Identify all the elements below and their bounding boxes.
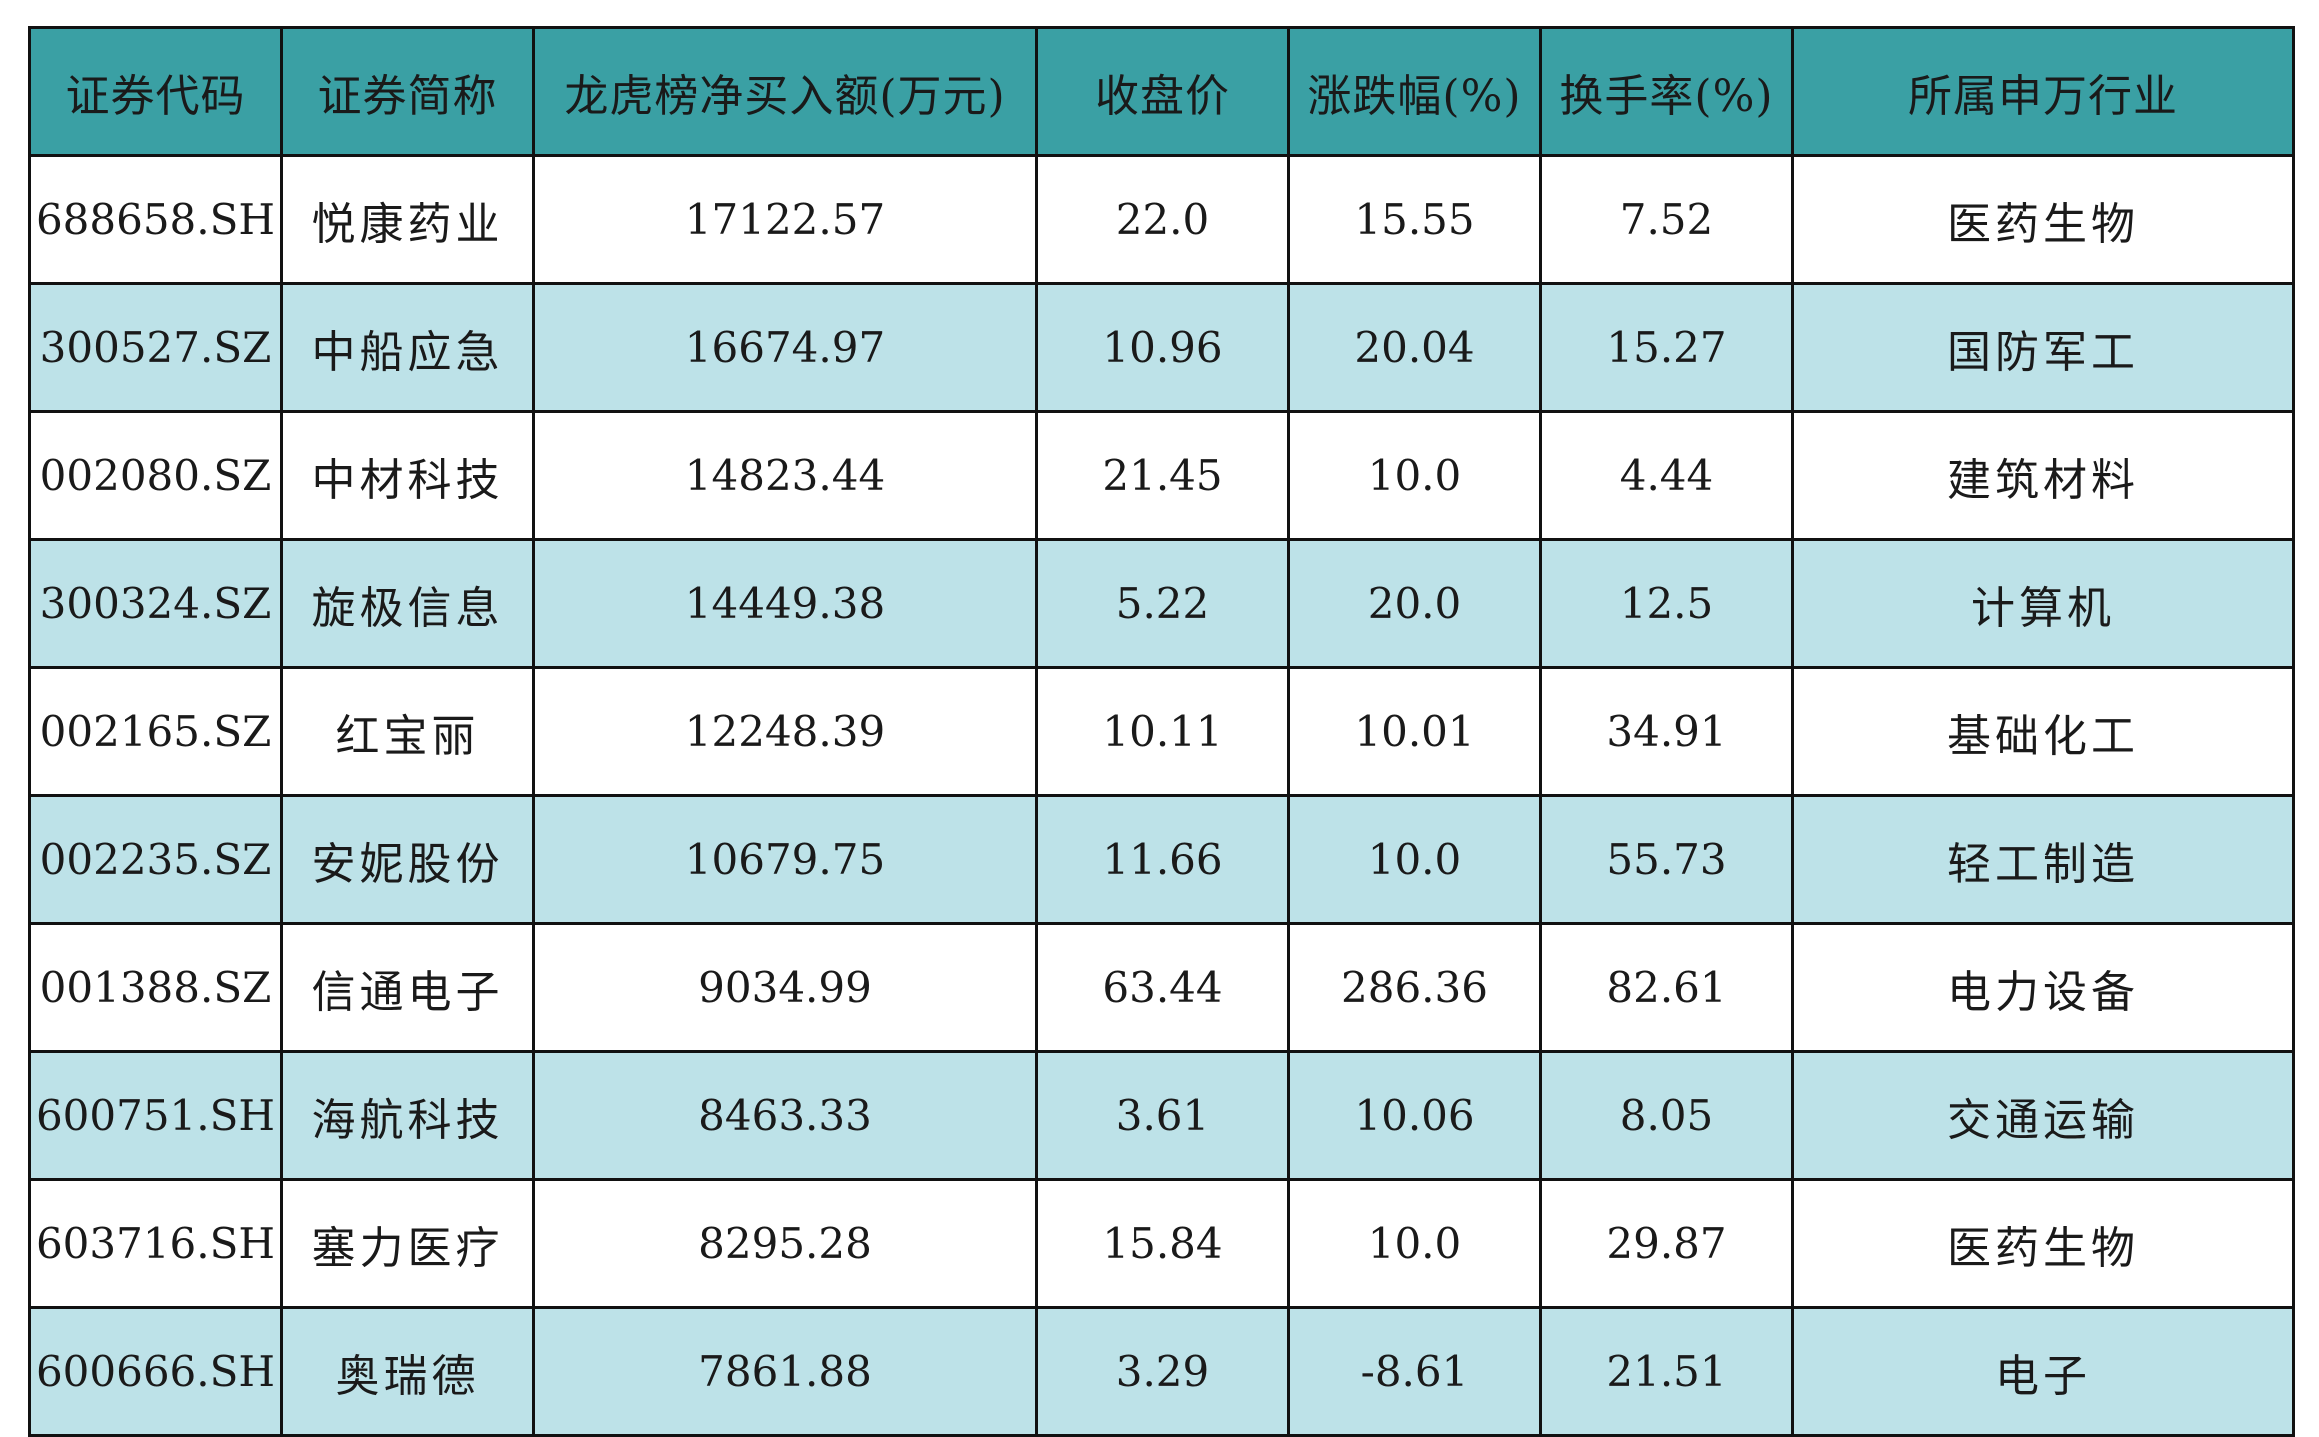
cell-industry: 国防军工	[1791, 282, 2295, 413]
cell-turnover-rate: 55.73	[1539, 794, 1794, 925]
header-industry: 所属申万行业	[1791, 26, 2295, 157]
table-row: 600751.SH 海航科技 8463.33 3.61 10.06 8.05 交…	[28, 1050, 2295, 1181]
header-security-code: 证券代码	[28, 26, 283, 157]
cell-net-buy-amount: 9034.99	[532, 922, 1038, 1053]
cell-turnover-rate: 34.91	[1539, 666, 1794, 797]
cell-change-pct: 286.36	[1287, 922, 1542, 1053]
cell-change-pct: 10.0	[1287, 1178, 1542, 1309]
cell-turnover-rate: 21.51	[1539, 1306, 1794, 1437]
cell-change-pct: 10.06	[1287, 1050, 1542, 1181]
cell-net-buy-amount: 10679.75	[532, 794, 1038, 925]
cell-turnover-rate: 82.61	[1539, 922, 1794, 1053]
cell-change-pct: 20.04	[1287, 282, 1542, 413]
cell-security-code: 002235.SZ	[28, 794, 283, 925]
cell-security-code: 002080.SZ	[28, 410, 283, 541]
cell-security-code: 002165.SZ	[28, 666, 283, 797]
table-row: 603716.SH 塞力医疗 8295.28 15.84 10.0 29.87 …	[28, 1178, 2295, 1309]
cell-close-price: 3.29	[1035, 1306, 1290, 1437]
table-row: 001388.SZ 信通电子 9034.99 63.44 286.36 82.6…	[28, 922, 2295, 1053]
cell-security-code: 300527.SZ	[28, 282, 283, 413]
header-security-name: 证券简称	[280, 26, 535, 157]
cell-close-price: 22.0	[1035, 154, 1290, 285]
cell-industry: 电力设备	[1791, 922, 2295, 1053]
table-row: 002165.SZ 红宝丽 12248.39 10.11 10.01 34.91…	[28, 666, 2295, 797]
cell-change-pct: -8.61	[1287, 1306, 1542, 1437]
cell-industry: 交通运输	[1791, 1050, 2295, 1181]
cell-industry: 电子	[1791, 1306, 2295, 1437]
cell-close-price: 63.44	[1035, 922, 1290, 1053]
header-turnover-rate: 换手率(%)	[1539, 26, 1794, 157]
cell-security-name: 中船应急	[280, 282, 535, 413]
cell-net-buy-amount: 14449.38	[532, 538, 1038, 669]
table-row: 002235.SZ 安妮股份 10679.75 11.66 10.0 55.73…	[28, 794, 2295, 925]
cell-security-name: 中材科技	[280, 410, 535, 541]
cell-change-pct: 10.0	[1287, 410, 1542, 541]
cell-close-price: 10.11	[1035, 666, 1290, 797]
table-row: 002080.SZ 中材科技 14823.44 21.45 10.0 4.44 …	[28, 410, 2295, 541]
cell-net-buy-amount: 8295.28	[532, 1178, 1038, 1309]
cell-change-pct: 10.01	[1287, 666, 1542, 797]
cell-security-name: 信通电子	[280, 922, 535, 1053]
cell-change-pct: 10.0	[1287, 794, 1542, 925]
cell-industry: 建筑材料	[1791, 410, 2295, 541]
cell-security-name: 悦康药业	[280, 154, 535, 285]
cell-turnover-rate: 8.05	[1539, 1050, 1794, 1181]
cell-security-code: 600751.SH	[28, 1050, 283, 1181]
cell-net-buy-amount: 8463.33	[532, 1050, 1038, 1181]
table-row: 600666.SH 奥瑞德 7861.88 3.29 -8.61 21.51 电…	[28, 1306, 2295, 1437]
cell-change-pct: 20.0	[1287, 538, 1542, 669]
cell-turnover-rate: 7.52	[1539, 154, 1794, 285]
cell-close-price: 11.66	[1035, 794, 1290, 925]
table-row: 300324.SZ 旋极信息 14449.38 5.22 20.0 12.5 计…	[28, 538, 2295, 669]
cell-security-code: 001388.SZ	[28, 922, 283, 1053]
cell-security-name: 旋极信息	[280, 538, 535, 669]
cell-close-price: 3.61	[1035, 1050, 1290, 1181]
cell-net-buy-amount: 14823.44	[532, 410, 1038, 541]
cell-industry: 医药生物	[1791, 154, 2295, 285]
cell-net-buy-amount: 7861.88	[532, 1306, 1038, 1437]
header-close-price: 收盘价	[1035, 26, 1290, 157]
cell-close-price: 5.22	[1035, 538, 1290, 669]
cell-change-pct: 15.55	[1287, 154, 1542, 285]
table-header-row: 证券代码 证券简称 龙虎榜净买入额(万元) 收盘价 涨跌幅(%) 换手率(%) …	[28, 26, 2295, 157]
cell-close-price: 10.96	[1035, 282, 1290, 413]
cell-turnover-rate: 15.27	[1539, 282, 1794, 413]
cell-net-buy-amount: 17122.57	[532, 154, 1038, 285]
cell-industry: 医药生物	[1791, 1178, 2295, 1309]
cell-net-buy-amount: 16674.97	[532, 282, 1038, 413]
cell-close-price: 15.84	[1035, 1178, 1290, 1309]
cell-security-code: 688658.SH	[28, 154, 283, 285]
header-net-buy-amount: 龙虎榜净买入额(万元)	[532, 26, 1038, 157]
table-row: 300527.SZ 中船应急 16674.97 10.96 20.04 15.2…	[28, 282, 2295, 413]
cell-security-code: 300324.SZ	[28, 538, 283, 669]
cell-security-code: 600666.SH	[28, 1306, 283, 1437]
cell-close-price: 21.45	[1035, 410, 1290, 541]
header-change-pct: 涨跌幅(%)	[1287, 26, 1542, 157]
cell-security-name: 海航科技	[280, 1050, 535, 1181]
cell-industry: 基础化工	[1791, 666, 2295, 797]
cell-security-name: 塞力医疗	[280, 1178, 535, 1309]
cell-industry: 轻工制造	[1791, 794, 2295, 925]
cell-industry: 计算机	[1791, 538, 2295, 669]
cell-security-name: 安妮股份	[280, 794, 535, 925]
cell-security-name: 奥瑞德	[280, 1306, 535, 1437]
cell-net-buy-amount: 12248.39	[532, 666, 1038, 797]
cell-security-code: 603716.SH	[28, 1178, 283, 1309]
cell-turnover-rate: 12.5	[1539, 538, 1794, 669]
table-row: 688658.SH 悦康药业 17122.57 22.0 15.55 7.52 …	[28, 154, 2295, 285]
cell-security-name: 红宝丽	[280, 666, 535, 797]
stock-table: 证券代码 证券简称 龙虎榜净买入额(万元) 收盘价 涨跌幅(%) 换手率(%) …	[28, 26, 2295, 1437]
cell-turnover-rate: 29.87	[1539, 1178, 1794, 1309]
cell-turnover-rate: 4.44	[1539, 410, 1794, 541]
